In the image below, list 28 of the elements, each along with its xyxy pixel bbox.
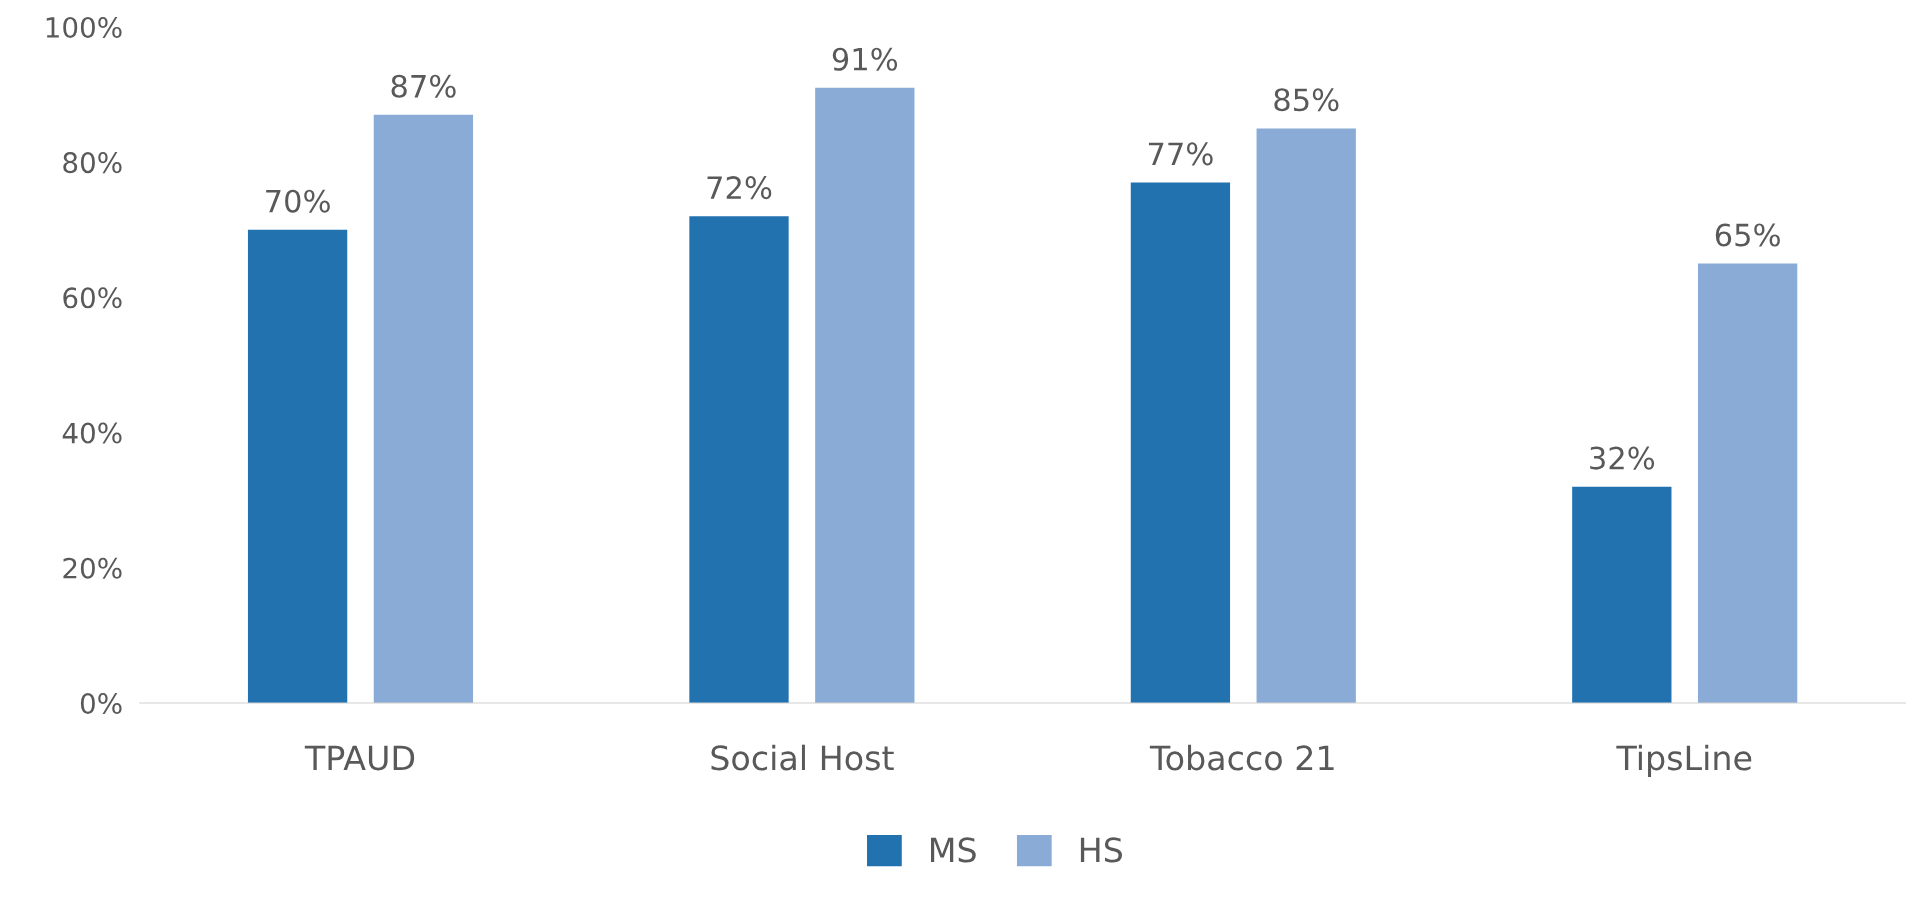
y-tick-label: 0% [80,692,122,714]
bar [373,114,474,704]
bar [1130,182,1231,704]
y-tick-label: 20% [63,557,122,579]
bar [247,229,348,704]
bar [1697,263,1798,704]
x-tick-label: Social Host [711,744,894,771]
data-label: 70% [266,189,330,213]
x-tick-label: TipsLine [1616,744,1752,777]
x-tick-label: Tobacco 21 [1149,744,1334,771]
legend-label: HS [1080,837,1123,863]
data-label: 32% [1590,446,1655,470]
data-label: 77% [1148,142,1213,166]
bar [1256,128,1356,704]
y-tick-label: 80% [63,152,122,174]
y-tick-label: 40% [62,422,122,444]
y-tick-label: 100% [46,16,122,38]
bar [689,216,789,704]
y-tick-label: 60% [63,287,122,309]
x-tick-label: TPAUD [304,745,415,771]
bar [1572,486,1672,704]
data-label: 85% [1274,88,1339,112]
data-label: 91% [832,47,898,71]
bar [815,87,915,704]
data-label: 72% [707,176,772,200]
legend-label: MS [931,837,976,863]
data-label: 87% [391,74,456,98]
data-label: 65% [1715,223,1780,247]
